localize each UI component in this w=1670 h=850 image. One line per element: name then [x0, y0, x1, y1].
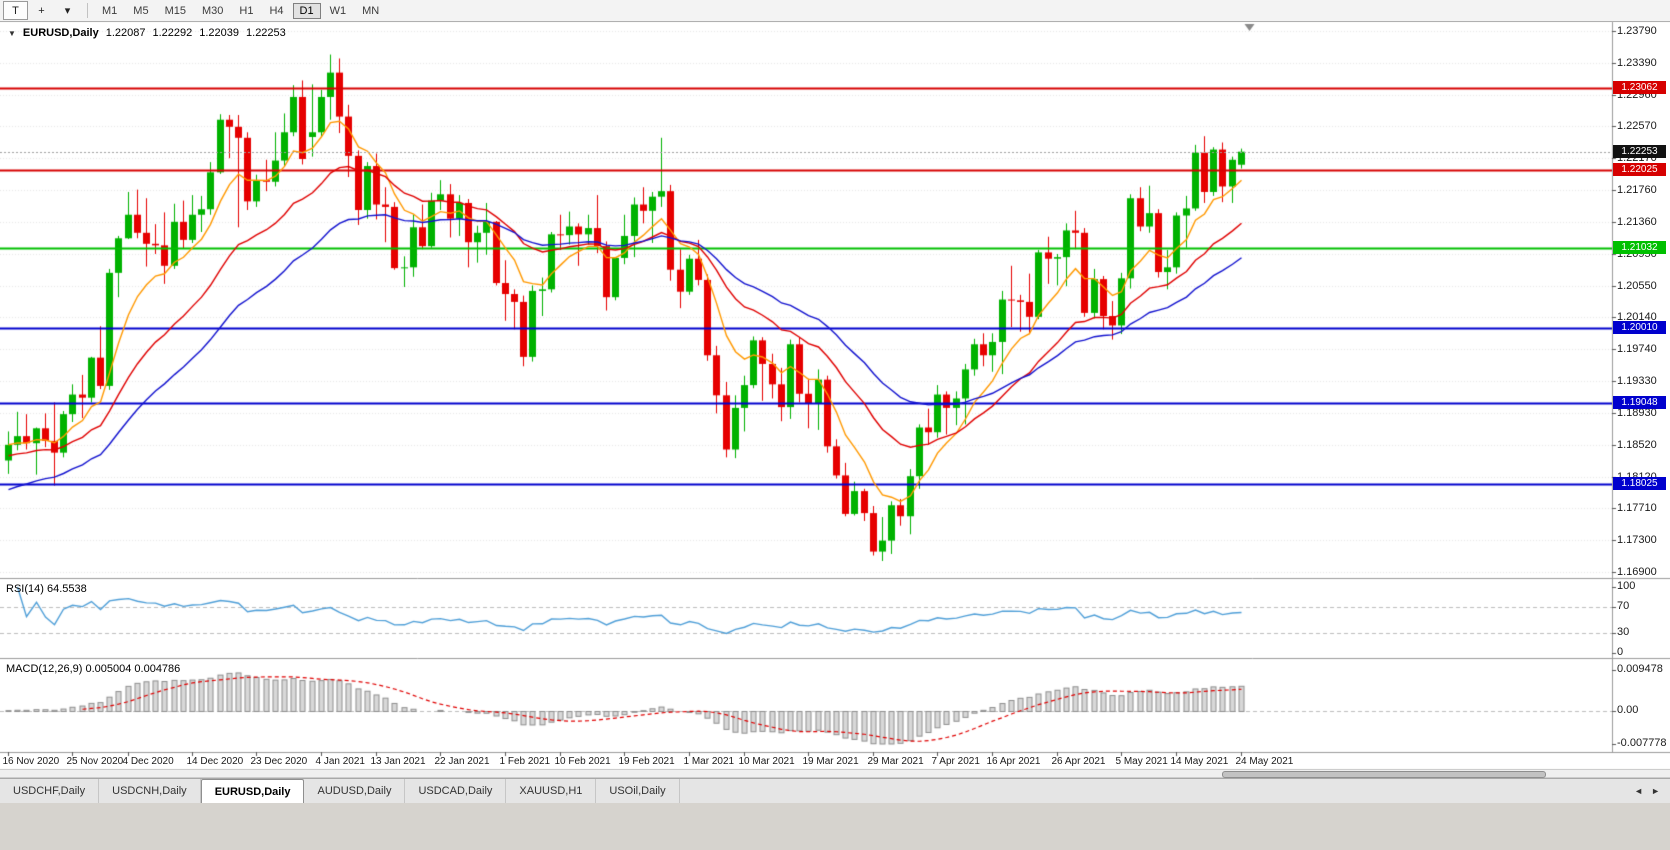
chart-symbol-header: ▼ EURUSD,Daily 1.22087 1.22292 1.22039 1… [8, 27, 286, 39]
toolbar: T + ▾ M1 M5 M15 M30 H1 H4 D1 W1 MN [0, 0, 1670, 22]
chart-tab-usoil[interactable]: USOil,Daily [596, 779, 680, 803]
rsi-indicator-header: RSI(14) 64.5538 [6, 583, 87, 595]
tab-scroll-right-button[interactable]: ► [1651, 786, 1660, 796]
ohlc-low-value: 1.22039 [199, 27, 240, 39]
chart-tab-eurusd[interactable]: EURUSD,Daily [200, 779, 305, 803]
timeframe-w1-button[interactable]: W1 [329, 4, 347, 17]
toolbar-separator [87, 3, 88, 18]
timeframe-h1-button[interactable]: H1 [239, 4, 254, 17]
ohlc-open-value: 1.22087 [105, 27, 146, 39]
chart-tab-usdchf[interactable]: USDCHF,Daily [0, 779, 100, 803]
ohlc-close-value: 1.22253 [246, 27, 286, 39]
chart-tab-xauusd[interactable]: XAUUSD,H1 [506, 779, 597, 803]
chart-tab-audusd[interactable]: AUDUSD,Daily [304, 779, 406, 803]
tool-buttons-group: T + ▾ [3, 1, 80, 20]
timeframe-m15-button[interactable]: M15 [164, 4, 186, 17]
timeframe-h4-button[interactable]: H4 [269, 4, 284, 17]
chevron-down-icon[interactable]: ▼ [8, 28, 16, 38]
ohlc-high-value: 1.22292 [152, 27, 193, 39]
timeframe-mn-button[interactable]: MN [362, 4, 380, 17]
scrollbar-thumb[interactable] [1222, 771, 1546, 778]
chart-tab-usdcad[interactable]: USDCAD,Daily [405, 779, 507, 803]
chart-tab-bar: USDCHF,Daily USDCNH,Daily EURUSD,Daily AUDU… [0, 778, 1670, 803]
timeframe-buttons-group: M1 M5 M15 M30 H1 H4 D1 W1 MN [95, 2, 386, 19]
chart-tab-usdcnh[interactable]: USDCNH,Daily [99, 779, 201, 803]
horizontal-scrollbar[interactable] [0, 769, 1670, 778]
chart-symbol-label: EURUSD,Daily [22, 27, 99, 39]
tools-dropdown-button[interactable]: ▾ [64, 5, 71, 17]
macd-indicator-header: MACD(12,26,9) 0.005004 0.004786 [6, 663, 181, 675]
timeframe-d1-button[interactable]: D1 [292, 2, 321, 19]
tab-scroll-left-button[interactable]: ◄ [1634, 786, 1644, 796]
timeframe-m5-button[interactable]: M5 [133, 4, 149, 17]
timeframe-m30-button[interactable]: M30 [201, 4, 224, 17]
tab-scroll-arrows: ◄ ► [1634, 779, 1670, 803]
crosshair-tool-button[interactable]: + [38, 4, 45, 17]
chart-tabs: USDCHF,Daily USDCNH,Daily EURUSD,Daily AUDU… [0, 779, 680, 803]
text-tool-button[interactable]: T [3, 1, 28, 20]
timeframe-m1-button[interactable]: M1 [102, 4, 118, 17]
